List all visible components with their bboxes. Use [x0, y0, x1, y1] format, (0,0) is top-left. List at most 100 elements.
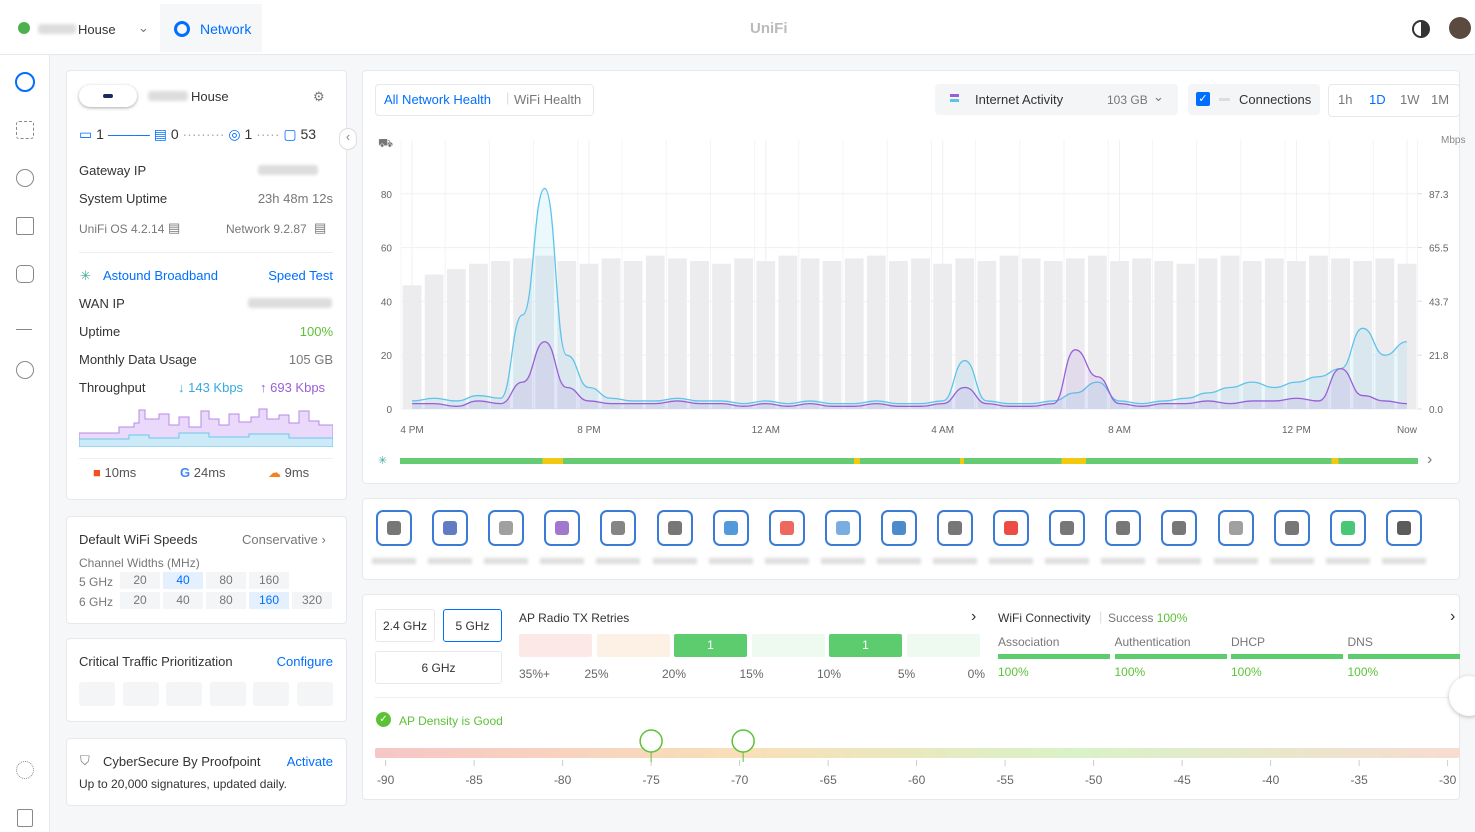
device-tile[interactable]: [993, 510, 1030, 546]
gateway-small-icon: ⛟: [378, 136, 394, 150]
connections-bar: [1397, 263, 1417, 409]
collapse-button[interactable]: ‹: [339, 128, 357, 150]
device-tile[interactable]: [432, 510, 469, 546]
width-option[interactable]: 320: [292, 592, 332, 609]
throughput-down: ↓ 143 Kbps: [178, 380, 244, 395]
width-option[interactable]: 20: [120, 572, 160, 589]
connections-bar: [999, 255, 1019, 409]
shield-icon: ⛉: [80, 753, 90, 768]
width-option[interactable]: 160: [249, 592, 289, 609]
connections-bar: [623, 261, 643, 409]
connections-label: Connections: [1239, 92, 1312, 107]
device-tile[interactable]: [824, 510, 861, 546]
next-arrow[interactable]: ›: [1427, 451, 1433, 468]
sparkline-down: [79, 432, 333, 447]
connections-bar: [756, 261, 776, 409]
tab[interactable]: All Network Health: [384, 92, 491, 107]
theme-toggle[interactable]: [1412, 20, 1430, 38]
device-tile[interactable]: [544, 510, 581, 546]
speed-test[interactable]: Speed Test: [268, 268, 333, 283]
nav-devices[interactable]: [16, 169, 34, 187]
retry-bin: [906, 634, 980, 657]
device-tile[interactable]: [1049, 510, 1086, 546]
notes-icon[interactable]: ▤: [314, 220, 327, 235]
isp-status-bar: [400, 458, 1418, 464]
nav-settings[interactable]: [16, 761, 34, 779]
device-icon[interactable]: ⚙: [313, 89, 325, 104]
connections-bar: [1176, 263, 1196, 409]
nav-dashboard[interactable]: [15, 72, 35, 92]
device-tile[interactable]: [376, 510, 412, 546]
next-arrow[interactable]: ›: [1450, 608, 1456, 625]
avatar[interactable]: [1449, 17, 1471, 39]
nav-insights[interactable]: [16, 313, 32, 330]
device-tile[interactable]: [712, 510, 749, 546]
divider: [79, 252, 333, 253]
device-tile[interactable]: [1273, 510, 1310, 546]
device-tile[interactable]: [768, 510, 805, 546]
density-status: AP Density is Good: [399, 714, 503, 728]
connections-bar: [1065, 258, 1085, 409]
width-option[interactable]: 80: [206, 572, 246, 589]
width-option[interactable]: 20: [120, 592, 160, 609]
wan-ip-label: WAN IP: [79, 296, 125, 311]
nav-logs[interactable]: [17, 809, 33, 827]
band-button[interactable]: 5 GHz: [443, 609, 502, 642]
device-tile[interactable]: [1105, 510, 1142, 546]
site-name[interactable]: House: [78, 22, 116, 37]
device-tile[interactable]: [600, 510, 637, 546]
width-option[interactable]: 160: [249, 572, 289, 589]
connections-toggle[interactable]: [1188, 84, 1320, 115]
width-option[interactable]: 40: [163, 592, 203, 609]
checkbox[interactable]: ✓: [1196, 92, 1210, 106]
width-option[interactable]: 40: [163, 572, 203, 589]
device-tile[interactable]: [1329, 510, 1366, 546]
device-name-blurred: [1213, 558, 1258, 564]
chevron[interactable]: ⌄: [138, 20, 149, 35]
side-toggle[interactable]: [1449, 676, 1475, 716]
y2-tick-label: 21.8: [1429, 351, 1449, 362]
blurred: [148, 91, 188, 101]
device-tile[interactable]: [937, 510, 973, 546]
nav-security[interactable]: [16, 361, 34, 379]
next-arrow[interactable]: ›: [971, 608, 977, 625]
site-icon: [18, 22, 30, 34]
nav-stats[interactable]: [16, 265, 34, 283]
cybersecure-activate[interactable]: Activate: [286, 754, 333, 769]
device-tile[interactable]: [488, 510, 525, 546]
device-name-blurred: [989, 558, 1034, 564]
range-option[interactable]: 1D: [1369, 92, 1386, 107]
tab[interactable]: WiFi Health: [514, 92, 582, 107]
retry-bin: 1: [674, 634, 747, 657]
band-label: 5 GHz: [79, 575, 114, 589]
connections-bar: [491, 261, 510, 409]
wifi-speeds-mode[interactable]: Conservative ›: [242, 532, 326, 547]
retry-bin-label: 10%: [816, 667, 842, 681]
connections-bar: [424, 274, 444, 409]
range-option[interactable]: 1M: [1431, 92, 1450, 107]
device-tile[interactable]: [656, 510, 693, 546]
device-tile[interactable]: [1385, 510, 1422, 546]
nav-clients[interactable]: [16, 217, 34, 235]
range-option[interactable]: 1W: [1400, 92, 1420, 107]
device-tile[interactable]: [880, 510, 917, 546]
device-tile[interactable]: [1217, 510, 1254, 546]
retry-bin: [596, 634, 670, 657]
step-value: 100%: [1347, 665, 1379, 679]
y2-tick-label: 65.5: [1429, 244, 1449, 255]
band-button[interactable]: 6 GHz: [375, 651, 502, 684]
traffic-configure[interactable]: Configure: [276, 654, 333, 669]
isp-name[interactable]: Astound Broadband: [103, 268, 218, 283]
band-button[interactable]: 2.4 GHz: [375, 609, 435, 642]
device-tile[interactable]: [1161, 510, 1198, 546]
device-name-blurred: [1157, 558, 1202, 564]
nav-topology[interactable]: [16, 121, 34, 139]
notes-icon[interactable]: ▤: [168, 220, 181, 235]
range-option[interactable]: 1h: [1338, 92, 1353, 107]
throughput-sparkline: [79, 408, 333, 447]
width-option[interactable]: 80: [206, 592, 246, 609]
connections-bar: [601, 258, 621, 409]
brand: UniFi: [750, 20, 788, 37]
activity-select[interactable]: [935, 84, 1178, 115]
app-name[interactable]: Network: [200, 21, 252, 37]
